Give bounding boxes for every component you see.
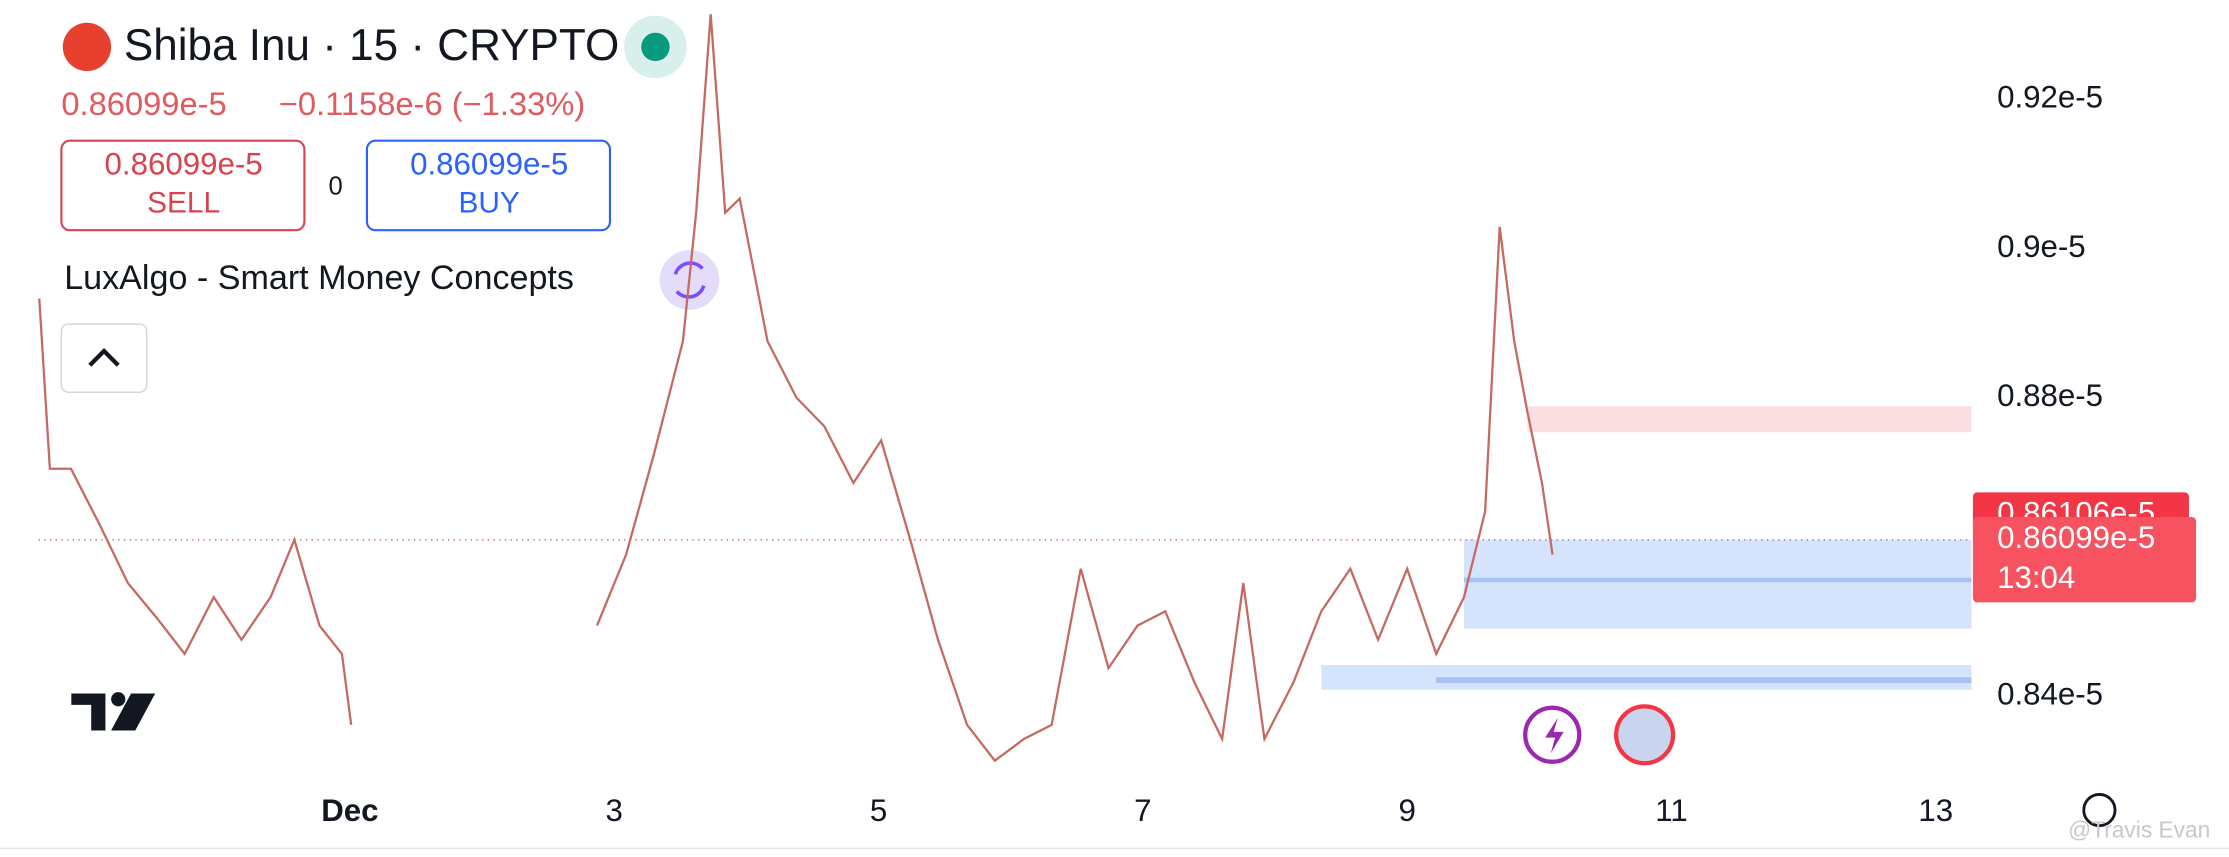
y-tick-label: 0.88e-5 [1997,378,2103,413]
settings-icon[interactable] [2082,793,2117,828]
x-tick-label: 3 [606,793,623,828]
buy-button[interactable] [365,139,612,232]
sell-button[interactable] [60,139,306,232]
logo [71,693,156,731]
zone [1527,406,1972,433]
x-tick-label: 9 [1398,793,1415,828]
chevron [88,348,120,367]
x-tick-label: 7 [1134,793,1151,828]
zone [1436,677,1972,684]
watermark: @Travis Evan [2068,816,2210,842]
coin-icon [62,22,112,72]
y-tick-label: 0.84e-5 [1997,677,2103,712]
price-line [38,14,1554,763]
flag-icon[interactable] [1614,704,1676,766]
zone [1463,577,1972,583]
price-marker [1972,517,2197,603]
x-tick-label: 13 [1918,793,1953,828]
buy-price: 0.86099e-5 [410,147,568,182]
zone [1463,539,1972,629]
x-tick-label: 5 [870,793,887,828]
symbol: Shiba Inu · 15 · CRYPTO [124,21,619,70]
y-tick-label: 0.9e-5 [1997,229,2086,264]
status-dot [641,32,670,62]
price: 0.86099e-5 [61,85,226,122]
indicator: LuxAlgo - Smart Money Concepts [64,259,574,297]
price-marker-label: 0.86099e-5 [1997,520,2155,555]
x-tick-label: 11 [1655,793,1687,828]
collapse-button[interactable] [60,323,148,393]
countdown: 13:04 [1997,560,2075,595]
spread: 0 [329,172,343,200]
x-tick-label: Dec [321,793,378,828]
refresh-arrows [673,261,706,299]
sell-label: SELL [147,187,220,220]
lightning [1545,717,1564,754]
buy-label: BUY [458,187,519,220]
logo-dot [111,692,126,707]
sell-price: 0.86099e-5 [105,147,263,182]
y-tick-label: 0.92e-5 [1997,80,2103,115]
change: −0.1158e-6 (−1.33%) [279,85,585,122]
